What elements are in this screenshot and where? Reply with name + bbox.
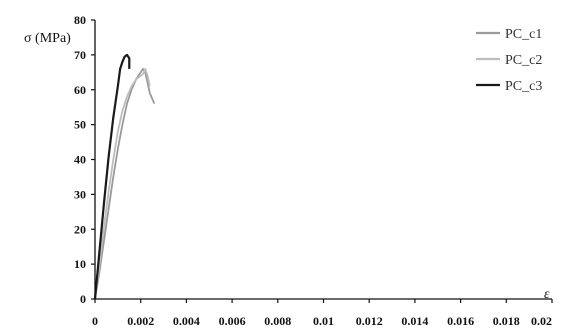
x-tick-label: 0.01 — [313, 314, 334, 328]
series-layer — [93, 53, 156, 300]
y-tick-label: 40 — [74, 153, 86, 167]
y-axis-label: σ (MPa) — [24, 31, 71, 46]
legend-label: PC_c2 — [505, 53, 542, 68]
y-tick-label: 10 — [74, 257, 86, 271]
x-tick-label: 0.002 — [127, 314, 154, 328]
y-tick-label: 70 — [74, 48, 86, 62]
x-tick-label: 0.008 — [264, 314, 291, 328]
series-line-pc-c3 — [93, 53, 131, 300]
y-tick-label: 60 — [74, 83, 86, 97]
x-tick-label: 0.016 — [447, 314, 474, 328]
x-axis-label: ε — [544, 287, 550, 302]
y-tick-label: 20 — [74, 222, 86, 236]
legend-label: PC_c1 — [505, 27, 542, 42]
x-tick-label: 0.014 — [401, 314, 428, 328]
x-tick-label: 0.004 — [173, 314, 200, 328]
y-tick-label: 80 — [74, 13, 86, 27]
legend: PC_c1 PC_c2 PC_c3 — [476, 27, 542, 94]
y-tick-label: 30 — [74, 187, 86, 201]
y-axis-ticks: 0 10 20 30 40 50 60 70 80 — [74, 13, 95, 306]
series-line-pc-c2 — [94, 67, 151, 300]
x-tick-label: 0.012 — [356, 314, 383, 328]
y-tick-label: 0 — [80, 292, 86, 306]
legend-label: PC_c3 — [505, 79, 542, 94]
y-tick-label: 50 — [74, 118, 86, 132]
x-axis-ticks: 0 0.002 0.004 0.006 0.008 0.01 0.012 0.014 0.016… — [92, 299, 553, 328]
x-tick-label: 0.02 — [531, 314, 552, 328]
x-tick-label: 0.018 — [493, 314, 520, 328]
x-tick-label: 0.006 — [219, 314, 246, 328]
x-tick-label: 0 — [92, 314, 98, 328]
